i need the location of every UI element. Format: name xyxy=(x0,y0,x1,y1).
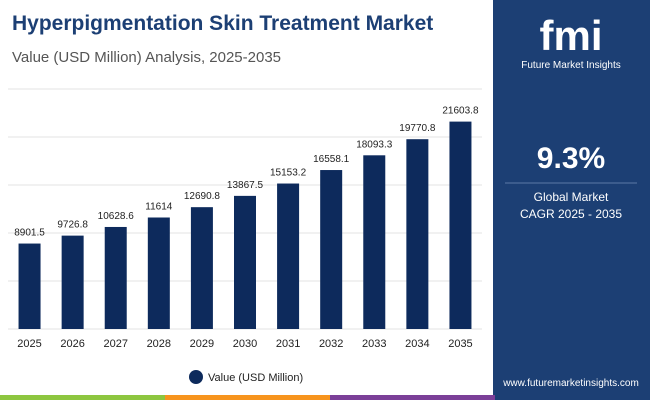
value-label: 13867.5 xyxy=(227,180,264,191)
x-tick-label: 2029 xyxy=(190,338,214,350)
bar xyxy=(406,139,429,329)
bar xyxy=(234,195,256,329)
chart-title: Hyperpigmentation Skin Treatment Market xyxy=(12,12,433,35)
x-tick-label: 2025 xyxy=(17,338,41,350)
x-tick-label: 2033 xyxy=(362,338,386,350)
sidebar-panel xyxy=(493,0,650,400)
legend-label: Value (USD Million) xyxy=(208,372,303,384)
stripe xyxy=(165,395,330,400)
x-tick-label: 2030 xyxy=(233,338,257,350)
bar xyxy=(449,121,472,330)
x-tick-label: 2027 xyxy=(103,338,127,350)
bar xyxy=(190,207,213,329)
x-tick-label: 2032 xyxy=(319,338,343,350)
cagr-label: CAGR 2025 - 2035 xyxy=(520,207,622,221)
bar xyxy=(104,226,127,329)
value-label: 16558.1 xyxy=(313,154,350,165)
value-label: 21603.8 xyxy=(442,106,479,117)
stripe xyxy=(0,395,165,400)
bar xyxy=(61,235,84,329)
value-label: 8901.5 xyxy=(14,228,45,239)
legend-marker xyxy=(189,370,203,384)
value-label: 9726.8 xyxy=(57,220,88,231)
cagr-value: 9.3% xyxy=(537,142,605,175)
bar xyxy=(18,243,41,329)
x-tick-label: 2028 xyxy=(147,338,171,350)
bar xyxy=(147,217,170,329)
value-label: 12690.8 xyxy=(184,191,221,202)
logo: fmi xyxy=(540,12,603,59)
bar xyxy=(277,183,300,329)
value-label: 18093.3 xyxy=(356,139,393,150)
value-label: 10628.6 xyxy=(98,211,135,222)
cagr-label: Global Market xyxy=(534,190,609,204)
x-tick-label: 2034 xyxy=(405,338,429,350)
stripe xyxy=(330,395,495,400)
bar xyxy=(363,155,386,329)
x-tick-label: 2026 xyxy=(60,338,84,350)
brand: Future Market Insights xyxy=(521,60,620,71)
value-label: 15153.2 xyxy=(270,168,307,179)
x-tick-label: 2035 xyxy=(448,338,472,350)
chart-subtitle: Value (USD Million) Analysis, 2025-2035 xyxy=(12,49,281,66)
x-tick-label: 2031 xyxy=(276,338,300,350)
bar xyxy=(320,170,343,329)
value-label: 19770.8 xyxy=(399,123,436,134)
website: www.futuremarketinsights.com xyxy=(502,378,639,389)
value-label: 11614 xyxy=(145,202,173,213)
stripe xyxy=(495,395,650,400)
